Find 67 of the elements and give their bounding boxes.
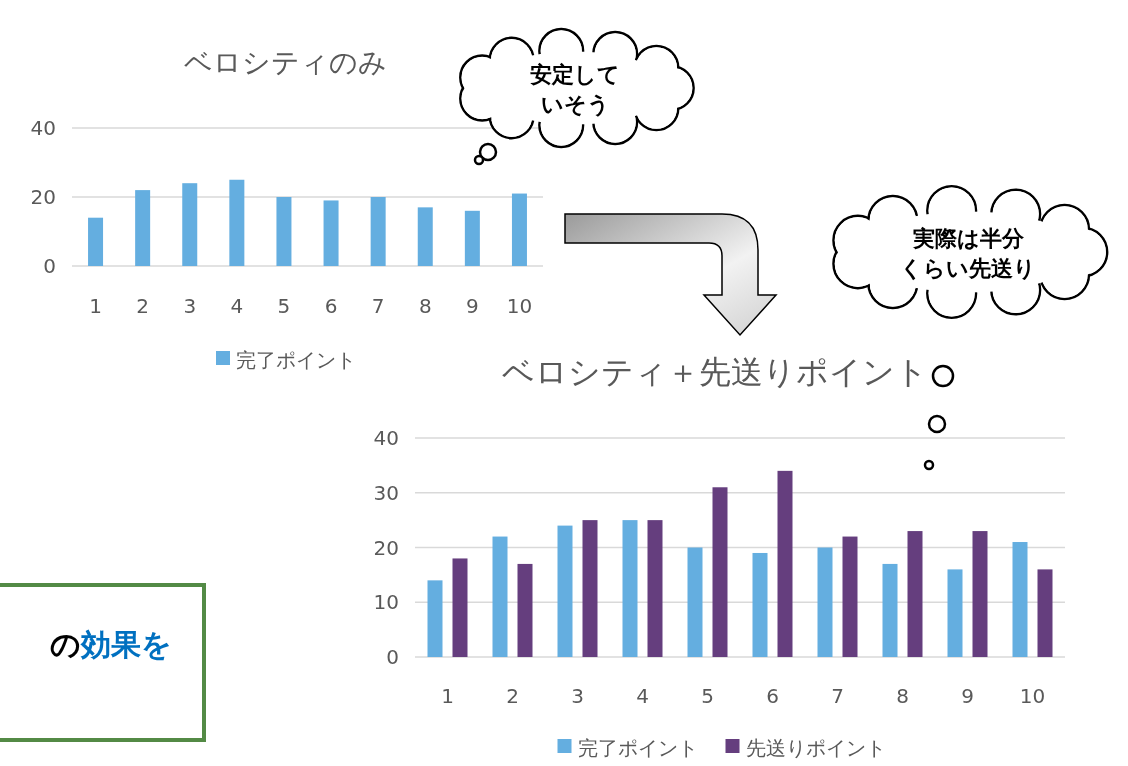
y-tick-label: 0 bbox=[43, 254, 56, 278]
chart-title: ベロシティのみ bbox=[183, 46, 387, 79]
x-tick-label: 8 bbox=[418, 294, 432, 318]
bar bbox=[907, 531, 923, 657]
bar bbox=[882, 563, 898, 657]
bar bbox=[492, 536, 508, 657]
bar bbox=[323, 200, 339, 266]
x-tick-label: 6 bbox=[324, 294, 338, 318]
y-tick-label: 0 bbox=[386, 645, 399, 669]
legend-label: 完了ポイント bbox=[236, 348, 356, 372]
legend-label: 完了ポイント bbox=[577, 736, 698, 760]
y-tick-label: 40 bbox=[30, 116, 56, 140]
legend-label: 先送りポイント bbox=[745, 736, 886, 760]
bar bbox=[972, 531, 988, 657]
bar bbox=[777, 470, 793, 657]
chart-title: ベロシティ＋先送りポイント bbox=[502, 353, 928, 391]
x-tick-label: 1 bbox=[441, 684, 454, 708]
bar bbox=[229, 179, 245, 266]
bar bbox=[276, 197, 292, 266]
x-tick-label: 5 bbox=[701, 684, 714, 708]
bar bbox=[1037, 569, 1053, 657]
x-tick-label: 4 bbox=[230, 294, 244, 318]
bar bbox=[557, 525, 573, 657]
x-tick-label: 10 bbox=[506, 294, 533, 318]
x-tick-label: 7 bbox=[831, 684, 844, 708]
bar bbox=[417, 207, 433, 266]
text: の bbox=[50, 627, 81, 662]
bar bbox=[370, 197, 386, 266]
y-tick-label: 40 bbox=[373, 426, 399, 450]
y-tick-label: 30 bbox=[373, 480, 399, 505]
x-tick-label: 3 bbox=[571, 684, 584, 708]
y-tick-label: 20 bbox=[373, 535, 399, 560]
bar bbox=[622, 520, 638, 657]
x-tick-label: 8 bbox=[896, 684, 909, 708]
x-tick-label: 10 bbox=[1019, 684, 1046, 708]
bar bbox=[464, 210, 480, 266]
x-tick-label: 2 bbox=[136, 294, 150, 318]
bar bbox=[182, 183, 198, 266]
x-tick-label: 1 bbox=[89, 294, 102, 318]
y-tick-label: 20 bbox=[30, 185, 56, 209]
text: 効果を bbox=[80, 627, 172, 662]
x-tick-label: 6 bbox=[766, 684, 779, 708]
bar bbox=[947, 569, 963, 657]
bar bbox=[452, 558, 468, 657]
x-tick-label: 2 bbox=[506, 684, 519, 708]
text: 安定していそう bbox=[530, 61, 620, 117]
bar bbox=[817, 547, 833, 657]
bar bbox=[647, 520, 663, 657]
bar bbox=[427, 580, 443, 657]
x-tick-label: 9 bbox=[465, 294, 479, 318]
bar bbox=[135, 190, 151, 266]
bar bbox=[1012, 542, 1028, 657]
bar bbox=[752, 552, 768, 657]
bar bbox=[511, 193, 527, 266]
bar bbox=[687, 547, 703, 657]
x-tick-label: 4 bbox=[636, 684, 649, 708]
x-tick-label: 9 bbox=[961, 684, 974, 708]
x-tick-label: 7 bbox=[371, 294, 385, 318]
bar bbox=[712, 487, 728, 657]
x-tick-label: 5 bbox=[277, 294, 291, 318]
x-tick-label: 3 bbox=[183, 294, 197, 318]
bar bbox=[842, 536, 858, 657]
bar bbox=[517, 563, 533, 657]
text: 実際は半分くらい先送り bbox=[900, 225, 1036, 281]
y-tick-label: 10 bbox=[373, 590, 399, 615]
bar bbox=[88, 217, 104, 266]
bar bbox=[582, 520, 598, 657]
